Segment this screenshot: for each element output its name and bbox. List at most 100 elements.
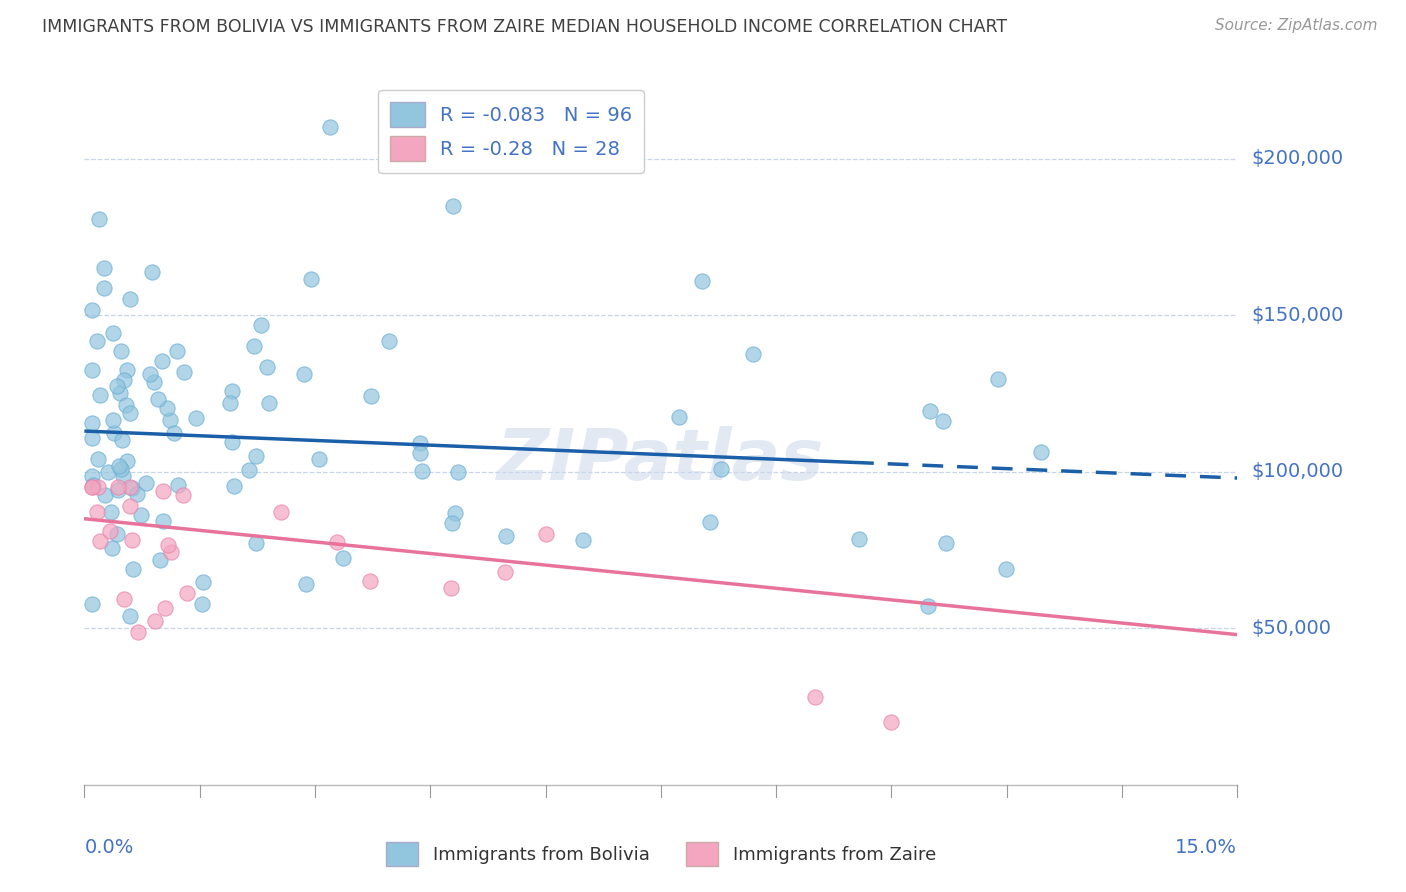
Point <box>94 488 117 502</box>
Point <box>193 575 215 590</box>
Point <box>699 515 721 529</box>
Point <box>80 597 103 611</box>
Point <box>221 435 243 450</box>
Point <box>105 526 128 541</box>
Point <box>172 488 194 502</box>
Point <box>121 533 143 548</box>
Point <box>80 416 103 430</box>
Point <box>108 386 131 401</box>
Point <box>101 326 124 340</box>
Point <box>163 425 186 440</box>
Point <box>120 480 142 494</box>
Text: ZIPatlas: ZIPatlas <box>498 426 824 495</box>
Point <box>96 465 118 479</box>
Point <box>115 454 138 468</box>
Point <box>86 334 108 348</box>
Point <box>118 292 141 306</box>
Point <box>690 275 713 289</box>
Point <box>166 343 188 358</box>
Point <box>742 347 765 361</box>
Point <box>440 516 463 531</box>
Point <box>105 379 128 393</box>
Point <box>86 505 108 519</box>
Text: IMMIGRANTS FROM BOLIVIA VS IMMIGRANTS FROM ZAIRE MEDIAN HOUSEHOLD INCOME CORRELA: IMMIGRANTS FROM BOLIVIA VS IMMIGRANTS FR… <box>42 18 1007 36</box>
Point <box>295 577 318 591</box>
Point <box>146 392 169 406</box>
Point <box>101 413 124 427</box>
Text: $100,000: $100,000 <box>1251 462 1343 482</box>
Point <box>409 436 432 450</box>
Point <box>143 376 166 390</box>
Point <box>160 545 183 559</box>
Point <box>440 581 463 595</box>
Point <box>100 505 122 519</box>
Point <box>152 354 174 368</box>
Point <box>270 505 292 519</box>
Point <box>111 433 134 447</box>
Point <box>114 591 136 606</box>
Text: $50,000: $50,000 <box>1251 619 1331 638</box>
Point <box>326 535 349 549</box>
Point <box>80 363 103 377</box>
Point <box>118 406 141 420</box>
Point <box>107 480 129 494</box>
Point <box>257 396 280 410</box>
Point <box>245 536 267 550</box>
Text: 0.0%: 0.0% <box>84 838 134 857</box>
Point <box>127 624 149 639</box>
Point <box>441 198 464 212</box>
Point <box>411 464 433 478</box>
Point <box>152 514 174 528</box>
Point <box>143 614 166 628</box>
Point <box>292 368 315 382</box>
Point <box>139 367 162 381</box>
Point <box>880 715 903 730</box>
Point <box>152 483 174 498</box>
Point <box>572 533 595 547</box>
Point <box>121 482 143 496</box>
Point <box>87 480 110 494</box>
Point <box>87 451 110 466</box>
Point <box>447 465 470 479</box>
Point <box>122 561 145 575</box>
Point <box>378 334 401 348</box>
Point <box>917 599 939 613</box>
Point <box>107 483 129 498</box>
Point <box>156 401 179 415</box>
Point <box>112 372 135 386</box>
Point <box>98 524 121 538</box>
Point <box>931 414 953 428</box>
Point <box>242 339 264 353</box>
Point <box>319 120 342 135</box>
Point <box>89 533 111 548</box>
Point <box>848 532 870 546</box>
Point <box>994 562 1017 576</box>
Point <box>250 318 273 332</box>
Point <box>149 552 172 566</box>
Point <box>444 506 467 520</box>
Point <box>308 452 330 467</box>
Point <box>409 446 432 460</box>
Point <box>80 302 103 317</box>
Point <box>534 527 557 541</box>
Point <box>668 409 690 424</box>
Legend: Immigrants from Bolivia, Immigrants from Zaire: Immigrants from Bolivia, Immigrants from… <box>377 833 945 874</box>
Point <box>135 475 157 490</box>
Text: $150,000: $150,000 <box>1251 306 1344 325</box>
Point <box>494 565 516 579</box>
Point <box>176 586 198 600</box>
Point <box>1031 445 1053 459</box>
Point <box>238 463 260 477</box>
Text: Source: ZipAtlas.com: Source: ZipAtlas.com <box>1215 18 1378 33</box>
Point <box>87 212 110 227</box>
Point <box>110 462 132 476</box>
Point <box>101 541 124 555</box>
Text: 15.0%: 15.0% <box>1175 838 1237 857</box>
Point <box>82 478 104 492</box>
Point <box>710 462 733 476</box>
Point <box>159 413 181 427</box>
Point <box>332 551 354 566</box>
Point <box>155 601 177 615</box>
Point <box>80 468 103 483</box>
Point <box>190 598 212 612</box>
